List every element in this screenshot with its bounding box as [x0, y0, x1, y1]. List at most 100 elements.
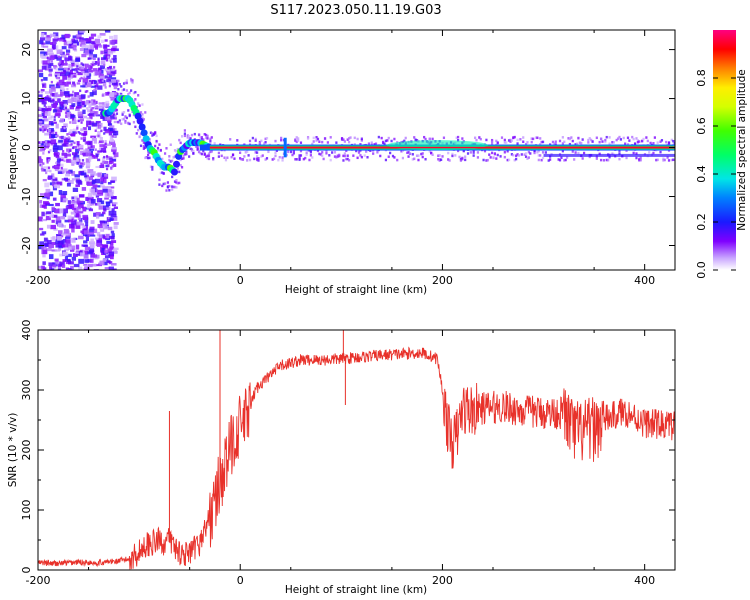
spectrogram-cell: [626, 136, 630, 140]
spectrogram-cell: [93, 228, 98, 234]
spectrogram-cell: [635, 156, 638, 160]
spectrogram-cell: [105, 167, 109, 171]
spectrogram-cell: [113, 206, 118, 209]
spectrogram-cell: [112, 210, 117, 216]
spectrogram-cell: [495, 157, 498, 160]
spectrogram-cell: [240, 157, 243, 161]
spectrogram-cell: [109, 114, 115, 119]
spectrogram-cell: [45, 40, 51, 45]
spectrogram-cell: [103, 49, 108, 54]
spectrogram-cell: [96, 84, 99, 87]
spectrogram-cell: [109, 244, 114, 249]
spectrogram-cell: [83, 263, 88, 267]
spectrogram-cell: [639, 158, 642, 162]
spectrogram-cell: [356, 156, 359, 160]
spectrogram-cell: [349, 136, 352, 139]
spectrogram-cell: [57, 163, 61, 167]
spectrogram-cell: [111, 135, 114, 138]
spectrogram-cell: [96, 240, 102, 246]
spectrogram-cell: [44, 182, 50, 188]
spectrogram-cell: [85, 152, 91, 157]
spectrogram-cell: [635, 152, 638, 155]
spectrogram-cell: [98, 205, 105, 210]
spectrogram-cell: [454, 154, 457, 157]
spectrogram-cell: [57, 62, 61, 66]
spectrogram-cell: [523, 153, 526, 156]
spectrogram-cell: [264, 137, 267, 141]
spectrogram-cell: [99, 260, 105, 266]
spectrogram-cell: [113, 86, 118, 90]
spectrogram-cell: [77, 203, 84, 209]
spectrogram-cell: [94, 148, 97, 151]
spectrogram-cell: [80, 69, 86, 74]
spectrogram-cell: [38, 157, 42, 163]
spectrogram-cell: [141, 116, 144, 120]
spectrogram-cell: [401, 156, 404, 160]
spectrogram-cell: [316, 137, 320, 141]
spectrogram-cell: [39, 200, 43, 204]
spectrogram-cell: [84, 63, 89, 68]
spectrogram-cell: [105, 100, 110, 104]
spectrogram-cell: [485, 138, 488, 142]
spectrogram-cell: [495, 139, 498, 143]
spectrogram-cell: [417, 158, 420, 162]
spectrogram-cell: [81, 152, 85, 156]
spectrogram-cell: [48, 116, 53, 120]
spectrogram-cell: [653, 136, 656, 139]
spectrogram-cell: [457, 149, 460, 153]
spectrogram-cell: [380, 136, 383, 140]
spectrogram-cell: [54, 54, 58, 60]
spectrogram-cell: [438, 154, 441, 157]
spectrogram-cell: [161, 171, 164, 174]
spectrogram-cell: [200, 137, 203, 141]
spectrogram-cell: [108, 131, 113, 136]
spectrogram-cell: [142, 145, 145, 148]
spectrogram-cell: [55, 259, 59, 265]
spectrogram-cell: [46, 161, 49, 164]
spectrogram-cell: [612, 141, 615, 144]
spectrogram-cell: [179, 158, 182, 162]
spectrogram-cell: [631, 135, 634, 139]
spectrogram-cell: [197, 150, 201, 153]
spectrogram-cell: [72, 35, 77, 39]
spectrogram-cell: [87, 73, 92, 77]
spectrogram-cell: [52, 129, 55, 133]
spectrogram-cell: [57, 152, 61, 155]
spectrogram-cell: [51, 133, 57, 138]
spectrogram-cell: [486, 158, 489, 162]
spectrogram-cell: [632, 137, 635, 141]
spectrogram-cell: [258, 141, 262, 145]
spectrogram-cell: [39, 227, 44, 231]
spectrogram-cell: [64, 219, 70, 223]
spectrogram-cell: [96, 198, 103, 203]
spectrogram-cell: [203, 153, 206, 156]
spectrogram-cell: [71, 146, 75, 150]
spectrogram-cell: [53, 165, 60, 170]
spectrogram-cell: [56, 83, 59, 86]
spectrogram-cell: [342, 138, 345, 141]
spectrogram-cell: [196, 145, 199, 149]
spectrogram-cell: [42, 84, 45, 87]
spectrogram-cell: [260, 155, 263, 158]
spectrogram-cell: [79, 37, 84, 42]
spectrogram-cell: [524, 155, 528, 158]
spectrogram-cell: [39, 123, 42, 127]
spectrogram-cell: [78, 114, 84, 119]
spectrogram-cell: [534, 136, 538, 139]
spectrogram-cell: [590, 138, 593, 142]
spectrogram-cell: [608, 142, 611, 145]
spectrogram-cell: [69, 248, 75, 252]
spectrogram-cell: [45, 64, 52, 69]
spectrogram-cell: [53, 94, 58, 100]
spectrogram-cell: [326, 141, 329, 144]
spectrogram-cell: [55, 83, 62, 89]
spectrogram-cell: [309, 150, 312, 154]
spectrogram-cell: [82, 169, 87, 174]
spectrogram-blob: [136, 117, 144, 125]
spectrogram-cell: [104, 68, 107, 71]
spectrogram-cell: [101, 161, 104, 165]
spectrogram-cell: [558, 158, 562, 162]
spectrogram-cell: [437, 158, 440, 161]
spectrogram-cell: [384, 139, 388, 143]
spectrogram-cell: [97, 202, 101, 206]
